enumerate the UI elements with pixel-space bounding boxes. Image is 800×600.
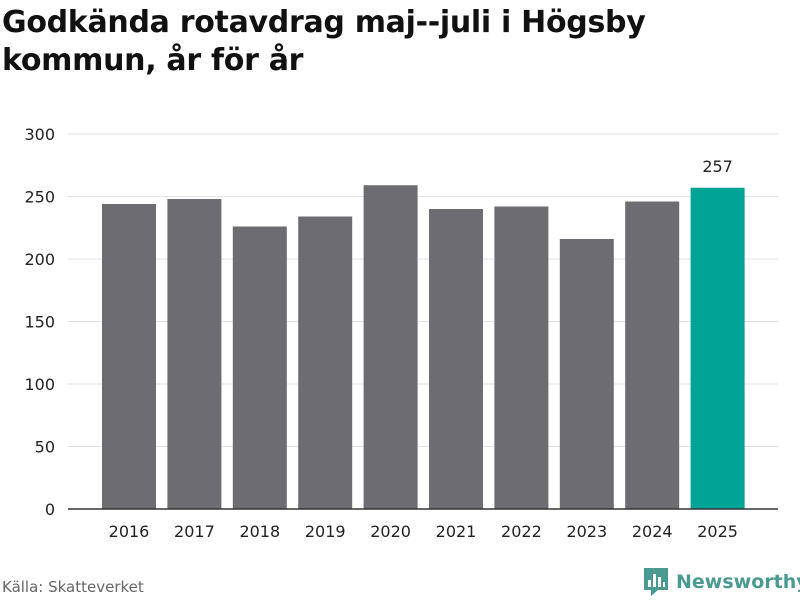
brand-name: Newsworthy (676, 571, 800, 593)
y-tick-label: 0 (45, 500, 55, 519)
data-label: 257 (702, 157, 733, 176)
bar-2025 (690, 187, 745, 509)
x-tick-label: 2021 (436, 522, 477, 541)
x-tick-label: 2019 (305, 522, 346, 541)
y-tick-label: 300 (24, 125, 55, 144)
y-tick-label: 50 (35, 438, 55, 457)
x-tick-label: 2017 (174, 522, 215, 541)
x-tick-label: 2020 (370, 522, 411, 541)
bar-2024 (625, 201, 680, 509)
newsworthy-logo-icon (644, 568, 668, 596)
bar-2023 (559, 239, 614, 509)
x-tick-label: 2018 (239, 522, 280, 541)
chart-title: Godkända rotavdrag maj--juli i Högsby ko… (2, 5, 646, 78)
y-tick-label: 200 (24, 250, 55, 269)
bar-2020 (363, 185, 418, 509)
y-tick-label: 150 (24, 313, 55, 332)
y-tick-label: 250 (24, 188, 55, 207)
x-tick-label: 2022 (501, 522, 542, 541)
bar-2016 (102, 204, 156, 509)
bar-2019 (298, 216, 353, 509)
bar-2017 (167, 199, 222, 509)
x-tick-label: 2024 (632, 522, 673, 541)
y-tick-label: 100 (24, 375, 55, 394)
source-note: Källa: Skatteverket (2, 578, 144, 596)
bar-2018 (232, 226, 287, 509)
bar-2022 (494, 206, 549, 509)
brand-logo: Newsworthy (644, 568, 800, 596)
x-tick-label: 2025 (697, 522, 738, 541)
x-tick-label: 2023 (566, 522, 607, 541)
bar-2021 (429, 209, 483, 509)
x-tick-label: 2016 (109, 522, 150, 541)
